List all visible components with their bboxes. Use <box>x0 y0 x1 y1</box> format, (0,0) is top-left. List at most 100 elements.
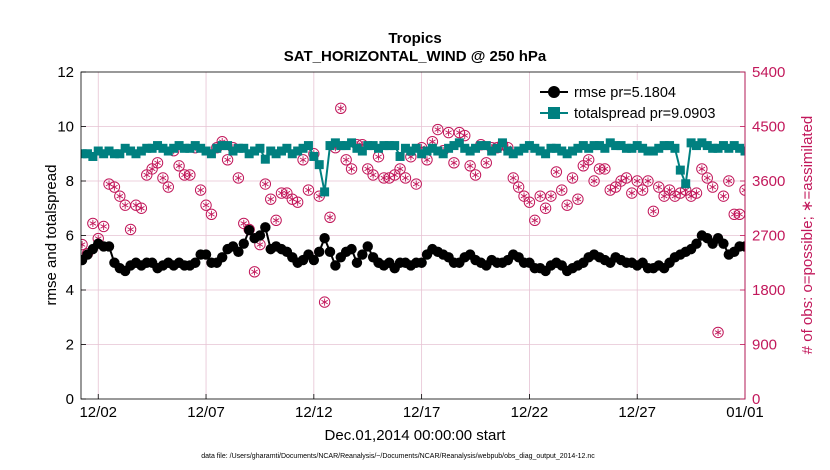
totalspread-point <box>244 149 254 159</box>
totalspread-point <box>384 141 394 151</box>
obs-count-point <box>464 160 476 172</box>
totalspread-point <box>163 146 173 156</box>
totalspread-point <box>422 146 432 156</box>
obs-possible-marker <box>135 202 148 214</box>
totalspread-point <box>740 146 745 156</box>
rmse-point <box>260 222 271 233</box>
obs-possible-marker <box>821 176 830 186</box>
totalspread-point <box>255 143 265 153</box>
totalspread-point <box>147 143 157 153</box>
obs-assimilated-marker <box>164 184 172 190</box>
totalspread-point <box>659 141 669 151</box>
obs-assimilated-marker <box>154 160 161 166</box>
obs-count-point <box>324 211 336 224</box>
obs-possible-marker <box>566 172 579 184</box>
totalspread-point <box>212 143 222 153</box>
obs-count-point <box>653 181 665 193</box>
totalspread-point <box>250 146 260 156</box>
obs-possible-marker <box>561 199 573 211</box>
rmse-point <box>314 246 325 258</box>
y-right-tick-label: 900 <box>752 337 777 354</box>
totalspread-point <box>648 146 658 156</box>
totalspread-point <box>702 141 712 151</box>
obs-assimilated-marker <box>482 160 490 166</box>
obs-count-point <box>173 160 185 172</box>
obs-count-point <box>534 190 546 202</box>
totalspread-point <box>126 146 136 156</box>
y-right-tick-label: 5400 <box>752 64 785 81</box>
obs-count-point <box>297 154 309 166</box>
axes: 12/02 12/07 12/12 12/17 12/22 12/27 01/0102468… <box>57 64 785 421</box>
obs-assimilated-marker <box>445 130 452 135</box>
totalspread-point <box>476 141 486 151</box>
totalspread-point <box>303 141 313 151</box>
obs-assimilated-marker <box>288 196 296 202</box>
obs-count-point <box>442 126 455 139</box>
obs-count-point <box>826 185 830 195</box>
obs-assimilated-marker <box>660 193 668 199</box>
obs-count-point <box>270 214 282 227</box>
obs-possible-marker <box>200 199 212 211</box>
obs-possible-marker <box>291 196 304 208</box>
obs-possible-marker <box>507 172 519 184</box>
obs-count-point <box>583 154 595 166</box>
totalspread-point <box>136 146 146 156</box>
obs-count-point <box>690 187 703 199</box>
totalspread-point <box>627 143 637 153</box>
y-right-tick-label: 3600 <box>752 173 785 190</box>
obs-possible-marker <box>647 205 660 217</box>
obs-possible-marker <box>788 179 798 189</box>
obs-possible-marker <box>335 102 347 115</box>
obs-assimilated-marker <box>741 189 745 193</box>
totalspread-point <box>104 146 114 156</box>
totalspread-point <box>433 146 443 156</box>
obs-count-point <box>248 266 261 278</box>
obs-count-point <box>599 163 611 175</box>
rmse-point <box>346 243 357 255</box>
rmse-point <box>783 258 793 268</box>
totalspread-point <box>266 146 276 156</box>
obs-count-point <box>529 214 541 227</box>
y-left-tick-label: 6 <box>66 228 74 245</box>
obs-count-point <box>184 169 196 181</box>
obs-count-point <box>108 181 121 193</box>
obs-possible-marker <box>626 187 638 199</box>
totalspread-point <box>638 143 648 153</box>
obs-assimilated-marker <box>655 184 663 190</box>
obs-assimilated-marker <box>666 187 673 193</box>
obs-assimilated-marker <box>612 184 619 190</box>
obs-possible-marker <box>270 214 282 227</box>
obs-possible-marker <box>767 203 777 213</box>
totalspread-point <box>600 143 610 153</box>
obs-possible-marker <box>706 181 719 193</box>
obs-assimilated-marker <box>175 163 183 169</box>
obs-assimilated-marker <box>267 196 275 202</box>
legend-spread-label: totalspread pr=9.0903 <box>574 106 715 122</box>
legend-box <box>533 80 738 124</box>
totalspread-point <box>158 143 168 153</box>
obs-possible-marker <box>259 178 272 190</box>
totalspread-point <box>773 147 782 156</box>
rmse-point <box>826 244 830 254</box>
totalspread-point <box>713 143 723 153</box>
obs-count-point <box>566 172 579 184</box>
rmse-point <box>200 249 212 260</box>
rmse-point <box>761 255 771 265</box>
obs-possible-marker <box>620 172 633 184</box>
obs-possible-marker <box>642 175 654 187</box>
rmse-point <box>362 241 373 252</box>
totalspread-point <box>578 141 588 151</box>
legend-rmse-label: rmse pr=5.1804 <box>574 85 676 101</box>
x-tick-label: 12/22 <box>511 404 549 421</box>
obs-assimilated-marker <box>375 154 382 159</box>
obs-count-point <box>87 217 99 230</box>
x-tick-label: 12/12 <box>295 404 333 421</box>
obs-count-point <box>318 296 331 308</box>
rmse-point <box>778 260 788 270</box>
obs-assimilated-marker <box>235 175 242 181</box>
obs-assimilated-marker <box>450 160 458 166</box>
obs-possible-marker <box>108 181 121 193</box>
totalspread-point <box>524 141 534 151</box>
obs-assimilated-marker <box>138 206 145 211</box>
obs-count-point <box>723 175 735 187</box>
